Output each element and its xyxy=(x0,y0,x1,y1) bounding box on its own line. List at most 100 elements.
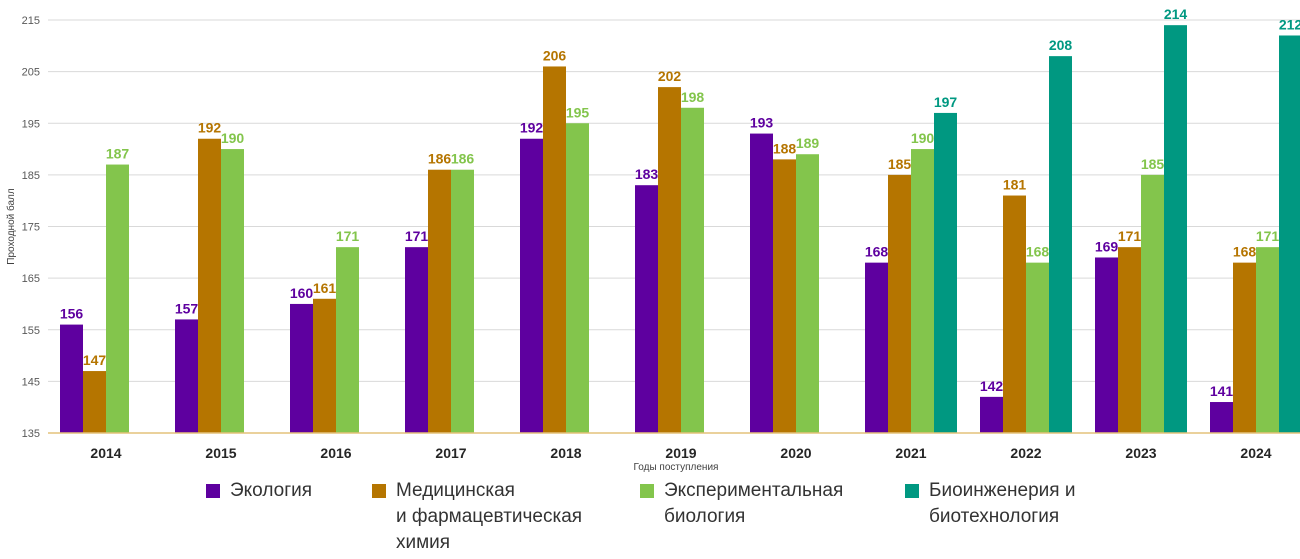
legend-item: Биоинженерия и биотехнология xyxy=(905,478,1075,530)
data-label: 141 xyxy=(1210,383,1234,399)
data-label: 198 xyxy=(681,89,705,105)
bar xyxy=(1049,56,1072,433)
legend-swatch xyxy=(905,484,919,498)
bar xyxy=(405,247,428,433)
legend-item: Медицинская и фармацевтическая химия xyxy=(372,478,582,556)
data-label: 147 xyxy=(83,352,107,368)
legend-swatch xyxy=(206,484,220,498)
bar xyxy=(336,247,359,433)
data-label: 214 xyxy=(1164,6,1188,22)
y-tick-label: 215 xyxy=(22,15,40,27)
bar xyxy=(520,138,543,434)
legend-label: Биоинженерия и биотехнология xyxy=(929,480,1076,527)
bar xyxy=(888,174,911,433)
bar xyxy=(106,164,129,434)
bar xyxy=(221,149,244,433)
data-label: 185 xyxy=(888,156,912,172)
data-label: 185 xyxy=(1141,156,1165,172)
data-label: 171 xyxy=(405,228,429,244)
bar xyxy=(681,107,704,433)
legend-swatch xyxy=(640,484,654,498)
bar xyxy=(980,396,1003,433)
bar xyxy=(451,169,474,433)
data-label: 212 xyxy=(1279,16,1300,32)
legend: Экология Медицинская и фармацевтическая х… xyxy=(0,478,1300,554)
bar xyxy=(1164,25,1187,433)
y-tick-label: 185 xyxy=(22,170,40,182)
bar xyxy=(566,123,589,433)
data-label: 187 xyxy=(106,146,130,162)
y-tick-label: 205 xyxy=(22,67,40,79)
data-label: 156 xyxy=(60,306,84,322)
x-tick-label: 2023 xyxy=(1125,445,1156,461)
legend-label: Экология xyxy=(230,480,313,501)
data-label: 192 xyxy=(198,120,222,136)
data-label: 181 xyxy=(1003,177,1027,193)
bar xyxy=(175,319,198,433)
data-label: 168 xyxy=(865,244,889,260)
data-label: 142 xyxy=(980,378,1004,394)
bar xyxy=(543,66,566,434)
data-label: 161 xyxy=(313,280,337,296)
data-label: 160 xyxy=(290,285,314,301)
data-label: 190 xyxy=(221,130,245,146)
bar xyxy=(428,169,451,433)
data-label: 168 xyxy=(1233,244,1257,260)
data-label: 168 xyxy=(1026,244,1050,260)
x-tick-label: 2018 xyxy=(550,445,581,461)
x-tick-label: 2016 xyxy=(320,445,351,461)
x-tick-label: 2022 xyxy=(1010,445,1041,461)
data-label: 171 xyxy=(336,228,360,244)
x-tick-label: 2017 xyxy=(435,445,466,461)
legend-label: Медицинская и фармацевтическая химия xyxy=(396,480,583,553)
bar xyxy=(773,159,796,433)
axes: 135 145 155 165 175 185 195 205 215 Проходной бал… xyxy=(5,15,1300,473)
x-axis-title: Годы поступления xyxy=(634,462,719,473)
data-label: 189 xyxy=(796,135,820,151)
bar xyxy=(635,185,658,433)
y-tick-label: 135 xyxy=(22,428,40,440)
y-tick-label: 155 xyxy=(22,325,40,337)
bar xyxy=(1026,262,1049,433)
y-tick-label: 165 xyxy=(22,273,40,285)
legend-swatch xyxy=(372,484,386,498)
x-tick-label: 2024 xyxy=(1240,445,1271,461)
legend-item: Экспериментальная биология xyxy=(640,478,843,530)
bar xyxy=(60,324,83,433)
data-label: 183 xyxy=(635,166,659,182)
y-tick-label: 195 xyxy=(22,118,40,130)
data-label: 186 xyxy=(451,151,475,167)
bar xyxy=(750,133,773,433)
x-tick-label: 2014 xyxy=(90,445,121,461)
bar xyxy=(865,262,888,433)
bar xyxy=(1095,257,1118,433)
x-tick-label: 2021 xyxy=(895,445,926,461)
bar xyxy=(1141,174,1164,433)
x-tick-label: 2019 xyxy=(665,445,696,461)
data-label: 202 xyxy=(658,68,682,84)
data-label: 206 xyxy=(543,47,567,63)
data-label: 192 xyxy=(520,120,544,136)
data-label: 169 xyxy=(1095,238,1119,254)
bar xyxy=(796,154,819,433)
bar xyxy=(1233,262,1256,433)
bar xyxy=(934,112,957,434)
data-label: 186 xyxy=(428,151,452,167)
bar xyxy=(911,149,934,433)
y-axis-title: Проходной балл xyxy=(5,188,17,265)
bar xyxy=(83,371,106,433)
legend-item: Экология xyxy=(206,478,312,504)
bar xyxy=(1279,35,1300,434)
data-label: 171 xyxy=(1118,228,1142,244)
bar xyxy=(290,303,313,433)
data-label: 190 xyxy=(911,130,935,146)
bar xyxy=(658,87,681,434)
bar xyxy=(198,138,221,434)
bar xyxy=(1003,195,1026,433)
data-label: 208 xyxy=(1049,37,1073,53)
x-tick-label: 2020 xyxy=(780,445,811,461)
data-label: 193 xyxy=(750,115,774,131)
